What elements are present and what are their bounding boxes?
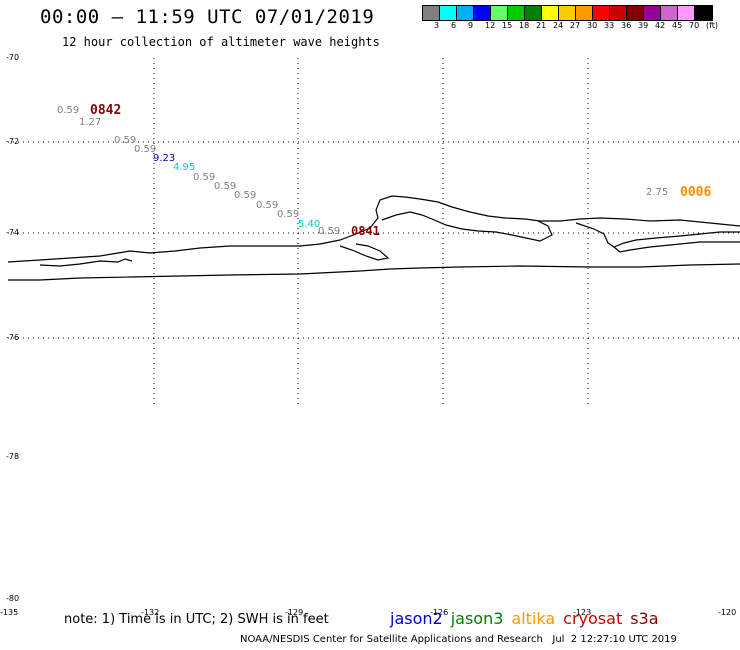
lon-label: -120 — [718, 608, 737, 617]
satellite-legend: jason2 jason3 altika cryosat s3a — [390, 609, 667, 628]
map-title: 00:00 – 11:59 UTC 07/01/2019 — [40, 6, 375, 28]
colorbar-swatch — [610, 6, 627, 20]
colorbar-swatch — [661, 6, 678, 20]
satellite-legend-item: s3a — [630, 609, 659, 628]
wave-height-label: 0.59 — [318, 226, 341, 237]
colorbar-swatch — [559, 6, 576, 20]
lat-label: -80 — [6, 594, 20, 603]
colorbar-swatch — [542, 6, 559, 20]
wave-height-label: 2.75 — [646, 187, 669, 198]
wave-height-label: 4.95 — [173, 162, 196, 173]
colorbar-swatch — [644, 6, 661, 20]
satellite-legend-item: altika — [511, 609, 556, 628]
colorbar-label: 45 — [672, 21, 683, 30]
wave-height-label: 0.59 — [256, 200, 279, 211]
wave-height-label: 0.59 — [134, 144, 157, 155]
colorbar-swatch — [593, 6, 610, 20]
colorbar-label: 21 — [536, 21, 547, 30]
pass-time-label: 0842 — [90, 103, 122, 118]
lon-label: -123 — [573, 608, 592, 617]
wave-height-label: 5.40 — [298, 219, 321, 230]
footer-credit: NOAA/NESDIS Center for Satellite Applica… — [240, 634, 677, 645]
colorbar-label: 6 — [451, 21, 457, 30]
lat-label: -70 — [6, 53, 20, 62]
footer-note: note: 1) Time is in UTC; 2) SWH is in fe… — [64, 612, 329, 627]
colorbar-swatch — [474, 6, 491, 20]
lat-label: -72 — [6, 137, 20, 146]
colorbar-swatch — [440, 6, 457, 20]
colorbar-swatch — [423, 6, 440, 20]
colorbar-label: 36 — [621, 21, 632, 30]
colorbar-label: 42 — [655, 21, 666, 30]
lat-label: -78 — [6, 452, 20, 461]
lat-label: -74 — [6, 228, 20, 237]
colorbar-label: 30 — [587, 21, 598, 30]
wave-height-label: 0.59 — [57, 105, 80, 116]
lon-label: -132 — [141, 608, 160, 617]
colorbar-swatch — [678, 6, 695, 20]
coastline — [7, 195, 740, 281]
pass-time-label: 0841 — [351, 224, 380, 238]
satellite-legend-item: cryosat — [563, 609, 623, 628]
satellite-legend-item: jason2 — [390, 609, 443, 628]
pass-time-label: 0006 — [680, 185, 712, 200]
colorbar-swatch — [491, 6, 508, 20]
wave-height-label: 9.23 — [153, 153, 176, 164]
colorbar-label: 70 — [689, 21, 700, 30]
map-subtitle: 12 hour collection of altimeter wave hei… — [62, 35, 380, 49]
colorbar-label: 39 — [638, 21, 649, 30]
colorbar-swatch — [508, 6, 525, 20]
colorbar-legend — [422, 5, 713, 21]
graticule — [8, 58, 740, 405]
colorbar-label: (ft) — [706, 21, 719, 30]
wave-height-label: 0.59 — [234, 190, 257, 201]
colorbar-swatch — [627, 6, 644, 20]
wave-height-label: 1.27 — [79, 117, 102, 128]
wave-height-label: 0.59 — [114, 135, 137, 146]
colorbar-swatch — [695, 6, 712, 20]
lon-label: -126 — [430, 608, 449, 617]
colorbar-label: 18 — [519, 21, 530, 30]
wave-height-label: 0.59 — [277, 209, 300, 220]
colorbar-label: 15 — [502, 21, 513, 30]
colorbar-label: 3 — [434, 21, 440, 30]
colorbar-label: 9 — [468, 21, 474, 30]
colorbar-label: 33 — [604, 21, 615, 30]
lon-label: -135 — [0, 608, 19, 617]
colorbar-label: 12 — [485, 21, 496, 30]
colorbar-swatch — [525, 6, 542, 20]
wave-height-label: 0.59 — [193, 172, 216, 183]
lon-label: -129 — [285, 608, 304, 617]
colorbar-label: 27 — [570, 21, 581, 30]
wave-height-label: 0.59 — [214, 181, 237, 192]
satellite-legend-item: jason3 — [450, 609, 504, 628]
colorbar-swatch — [457, 6, 474, 20]
lat-label: -76 — [6, 333, 20, 342]
colorbar-swatch — [576, 6, 593, 20]
colorbar-label: 24 — [553, 21, 564, 30]
